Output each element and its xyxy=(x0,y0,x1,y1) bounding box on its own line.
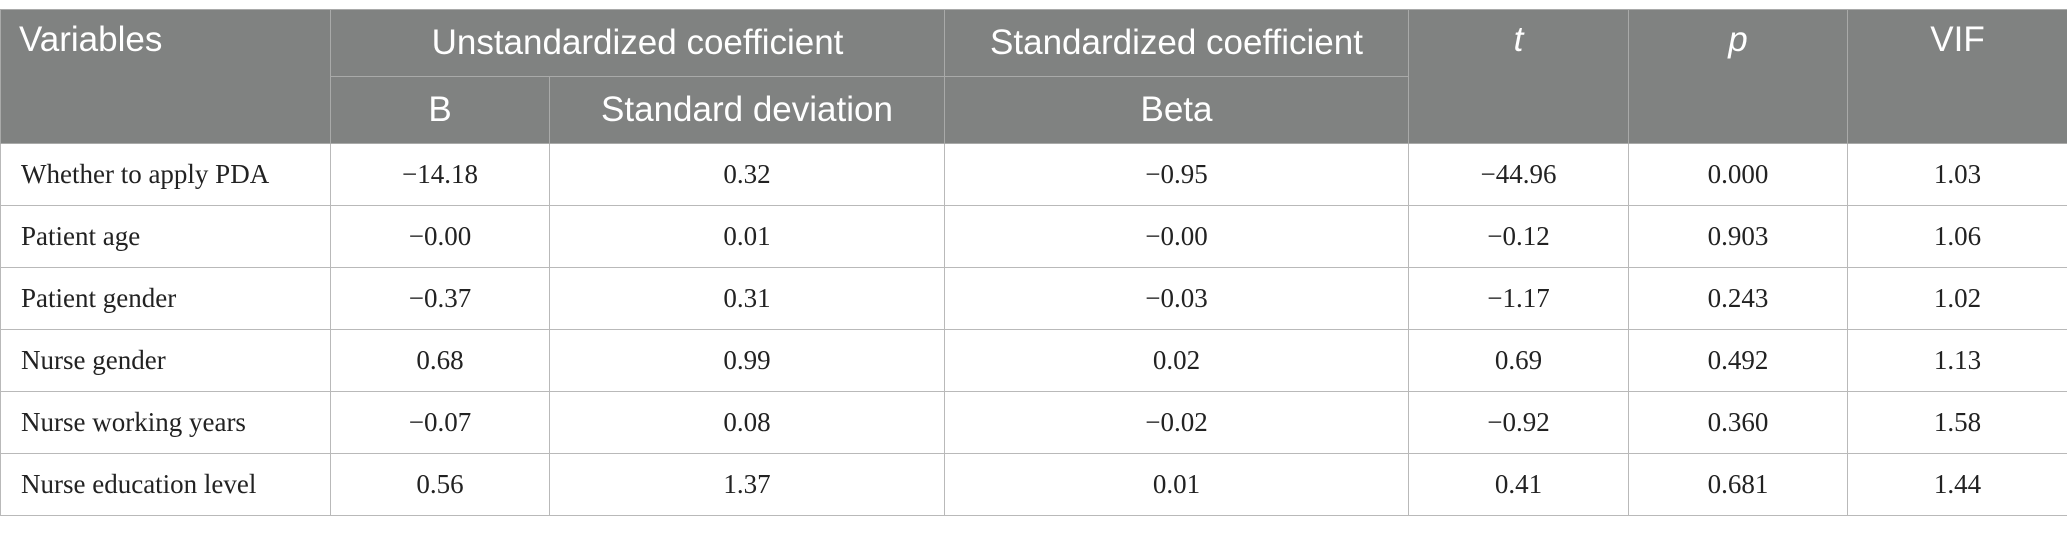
cell-variable: Nurse gender xyxy=(0,329,331,392)
cell-t: 0.41 xyxy=(1408,453,1629,516)
cell-b: −0.07 xyxy=(330,391,550,454)
cell-p: 0.681 xyxy=(1628,453,1848,516)
cell-standard-deviation: 0.99 xyxy=(549,329,945,392)
header-row-2: B Standard deviation Beta xyxy=(1,76,2067,144)
cell-beta: −0.03 xyxy=(944,267,1409,330)
cell-b: 0.56 xyxy=(330,453,550,516)
header-vif: VIF xyxy=(1847,9,2067,144)
cell-vif: 1.13 xyxy=(1847,329,2067,392)
cell-b: −14.18 xyxy=(330,143,550,206)
cell-b: −0.37 xyxy=(330,267,550,330)
cell-variable: Nurse working years xyxy=(0,391,331,454)
cell-vif: 1.58 xyxy=(1847,391,2067,454)
cell-b: 0.68 xyxy=(330,329,550,392)
cell-p: 0.360 xyxy=(1628,391,1848,454)
regression-table: Variables Unstandardized coefficient Sta… xyxy=(0,9,2067,516)
cell-vif: 1.03 xyxy=(1847,143,2067,206)
header-p: p xyxy=(1628,9,1848,144)
header-variables: Variables xyxy=(0,9,331,144)
cell-vif: 1.02 xyxy=(1847,267,2067,330)
table-row: Nurse working years −0.07 0.08 −0.02 −0.… xyxy=(0,391,2067,454)
header-standardized-coefficient: Standardized coefficient xyxy=(944,9,1409,77)
header-t: t xyxy=(1408,9,1629,144)
table-body: Whether to apply PDA −14.18 0.32 −0.95 −… xyxy=(0,143,2067,516)
cell-t: −0.92 xyxy=(1408,391,1629,454)
cell-variable: Patient gender xyxy=(0,267,331,330)
cell-variable: Whether to apply PDA xyxy=(0,143,331,206)
cell-p: 0.000 xyxy=(1628,143,1848,206)
cell-t: 0.69 xyxy=(1408,329,1629,392)
cell-t: −1.17 xyxy=(1408,267,1629,330)
table-row: Patient age −0.00 0.01 −0.00 −0.12 0.903… xyxy=(0,205,2067,268)
cell-p: 0.492 xyxy=(1628,329,1848,392)
cell-beta: −0.02 xyxy=(944,391,1409,454)
cell-variable: Patient age xyxy=(0,205,331,268)
table-row: Nurse gender 0.68 0.99 0.02 0.69 0.492 1… xyxy=(0,329,2067,392)
regression-table-container: Variables Unstandardized coefficient Sta… xyxy=(0,9,2067,516)
cell-t: −44.96 xyxy=(1408,143,1629,206)
cell-standard-deviation: 0.32 xyxy=(549,143,945,206)
table-row: Nurse education level 0.56 1.37 0.01 0.4… xyxy=(0,453,2067,516)
cell-p: 0.243 xyxy=(1628,267,1848,330)
header-beta: Beta xyxy=(944,76,1409,144)
cell-beta: 0.02 xyxy=(944,329,1409,392)
cell-variable: Nurse education level xyxy=(0,453,331,516)
header-b: B xyxy=(330,76,550,144)
cell-vif: 1.06 xyxy=(1847,205,2067,268)
cell-standard-deviation: 1.37 xyxy=(549,453,945,516)
cell-vif: 1.44 xyxy=(1847,453,2067,516)
cell-beta: −0.00 xyxy=(944,205,1409,268)
table-row: Patient gender −0.37 0.31 −0.03 −1.17 0.… xyxy=(0,267,2067,330)
table-header: Variables Unstandardized coefficient Sta… xyxy=(0,9,2067,144)
header-standard-deviation: Standard deviation xyxy=(549,76,945,144)
cell-beta: −0.95 xyxy=(944,143,1409,206)
cell-t: −0.12 xyxy=(1408,205,1629,268)
header-row-1: Variables Unstandardized coefficient Sta… xyxy=(0,9,2067,144)
cell-beta: 0.01 xyxy=(944,453,1409,516)
cell-standard-deviation: 0.08 xyxy=(549,391,945,454)
cell-standard-deviation: 0.31 xyxy=(549,267,945,330)
cell-b: −0.00 xyxy=(330,205,550,268)
header-unstandardized-coefficient: Unstandardized coefficient xyxy=(330,9,945,77)
cell-p: 0.903 xyxy=(1628,205,1848,268)
cell-standard-deviation: 0.01 xyxy=(549,205,945,268)
table-row: Whether to apply PDA −14.18 0.32 −0.95 −… xyxy=(0,143,2067,206)
